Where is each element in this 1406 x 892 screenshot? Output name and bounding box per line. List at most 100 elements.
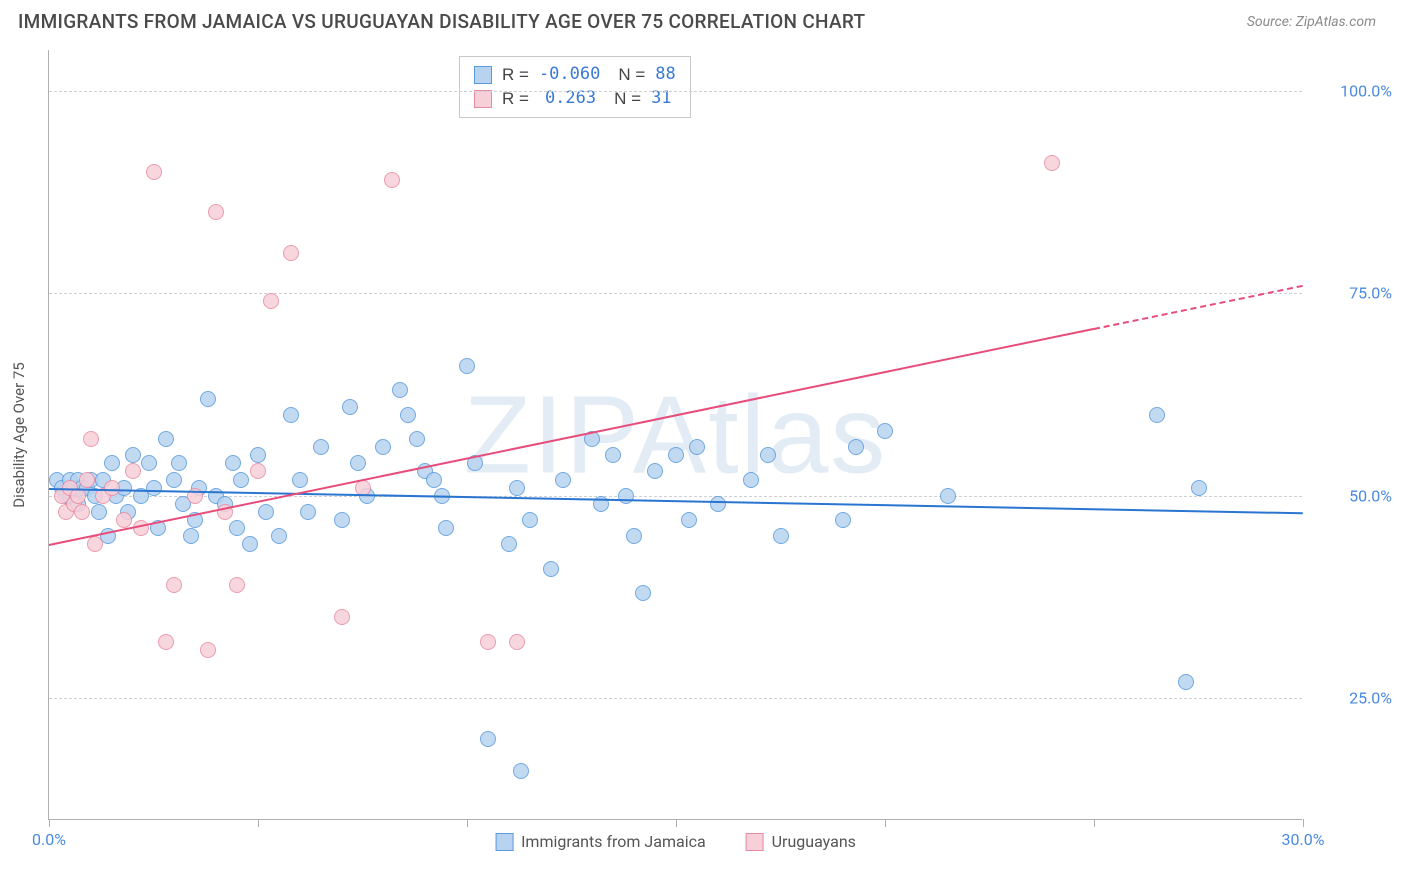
data-point (141, 455, 157, 471)
data-point (91, 504, 107, 520)
data-point (158, 431, 174, 447)
x-tick (885, 819, 886, 827)
data-point (225, 455, 241, 471)
chart-source: Source: ZipAtlas.com (1247, 14, 1376, 30)
data-point (250, 463, 266, 479)
data-point (74, 504, 90, 520)
swatch-uruguay (746, 833, 764, 851)
legend-label-uruguay: Uruguayans (772, 832, 856, 851)
scatter-chart: ZIPAtlas Disability Age Over 75 R = -0.0… (48, 50, 1302, 820)
data-point (200, 642, 216, 658)
data-point (342, 399, 358, 415)
data-point (635, 585, 651, 601)
data-point (501, 536, 517, 552)
data-point (940, 488, 956, 504)
data-point (125, 447, 141, 463)
y-tick-label: 25.0% (1312, 689, 1392, 708)
data-point (509, 480, 525, 496)
trend-line (49, 488, 1303, 514)
data-point (171, 455, 187, 471)
data-point (200, 391, 216, 407)
gridline (49, 293, 1302, 294)
data-point (1044, 155, 1060, 171)
data-point (605, 447, 621, 463)
data-point (166, 472, 182, 488)
data-point (350, 455, 366, 471)
data-point (334, 609, 350, 625)
data-point (283, 245, 299, 261)
data-point (543, 561, 559, 577)
data-point (743, 472, 759, 488)
data-point (146, 480, 162, 496)
data-point (760, 447, 776, 463)
data-point (773, 528, 789, 544)
data-point (710, 496, 726, 512)
legend-item-uruguay: Uruguayans (746, 832, 856, 851)
y-tick-label: 75.0% (1312, 284, 1392, 303)
data-point (509, 634, 525, 650)
trend-line (1094, 285, 1303, 330)
data-point (313, 439, 329, 455)
data-point (1191, 480, 1207, 496)
data-point (375, 439, 391, 455)
swatch-jamaica (495, 833, 513, 851)
data-point (271, 528, 287, 544)
data-point (233, 472, 249, 488)
data-point (835, 512, 851, 528)
r-value-jamaica: -0.060 (539, 63, 600, 87)
x-tick (49, 819, 50, 827)
data-point (146, 164, 162, 180)
data-point (400, 407, 416, 423)
data-point (513, 763, 529, 779)
legend-item-jamaica: Immigrants from Jamaica (495, 832, 706, 851)
data-point (250, 447, 266, 463)
watermark-text: ZIPAtlas (464, 371, 888, 498)
chart-title: IMMIGRANTS FROM JAMAICA VS URUGUAYAN DIS… (18, 10, 865, 33)
data-point (626, 528, 642, 544)
x-tick (467, 819, 468, 827)
data-point (87, 536, 103, 552)
data-point (258, 504, 274, 520)
y-tick-label: 100.0% (1312, 81, 1392, 100)
data-point (689, 439, 705, 455)
data-point (459, 358, 475, 374)
data-point (83, 431, 99, 447)
y-axis-title: Disability Age Over 75 (10, 362, 28, 507)
data-point (166, 577, 182, 593)
y-tick-label: 50.0% (1312, 486, 1392, 505)
data-point (668, 447, 684, 463)
x-tick (1303, 819, 1304, 827)
stats-legend-box: R = -0.060 N = 88 R = 0.263 N = 31 (459, 56, 691, 118)
data-point (263, 293, 279, 309)
data-point (292, 472, 308, 488)
data-point (647, 463, 663, 479)
data-point (158, 634, 174, 650)
data-point (79, 472, 95, 488)
x-tick (1094, 819, 1095, 827)
gridline (49, 698, 1302, 699)
data-point (104, 455, 120, 471)
data-point (283, 407, 299, 423)
data-point (300, 504, 316, 520)
data-point (555, 472, 571, 488)
n-value-jamaica: 88 (655, 63, 675, 87)
data-point (409, 431, 425, 447)
gridline (49, 496, 1302, 497)
data-point (426, 472, 442, 488)
x-tick (676, 819, 677, 827)
x-tick (258, 819, 259, 827)
swatch-jamaica (474, 66, 492, 84)
swatch-uruguay (474, 90, 492, 108)
x-tick-label: 0.0% (32, 830, 66, 849)
x-tick-label: 30.0% (1282, 830, 1325, 849)
data-point (848, 439, 864, 455)
data-point (522, 512, 538, 528)
data-point (229, 577, 245, 593)
data-point (681, 512, 697, 528)
data-point (208, 204, 224, 220)
data-point (480, 731, 496, 747)
stats-row-jamaica: R = -0.060 N = 88 (474, 63, 676, 87)
data-point (384, 172, 400, 188)
trend-line (49, 328, 1094, 546)
r-label: R = (502, 63, 529, 87)
